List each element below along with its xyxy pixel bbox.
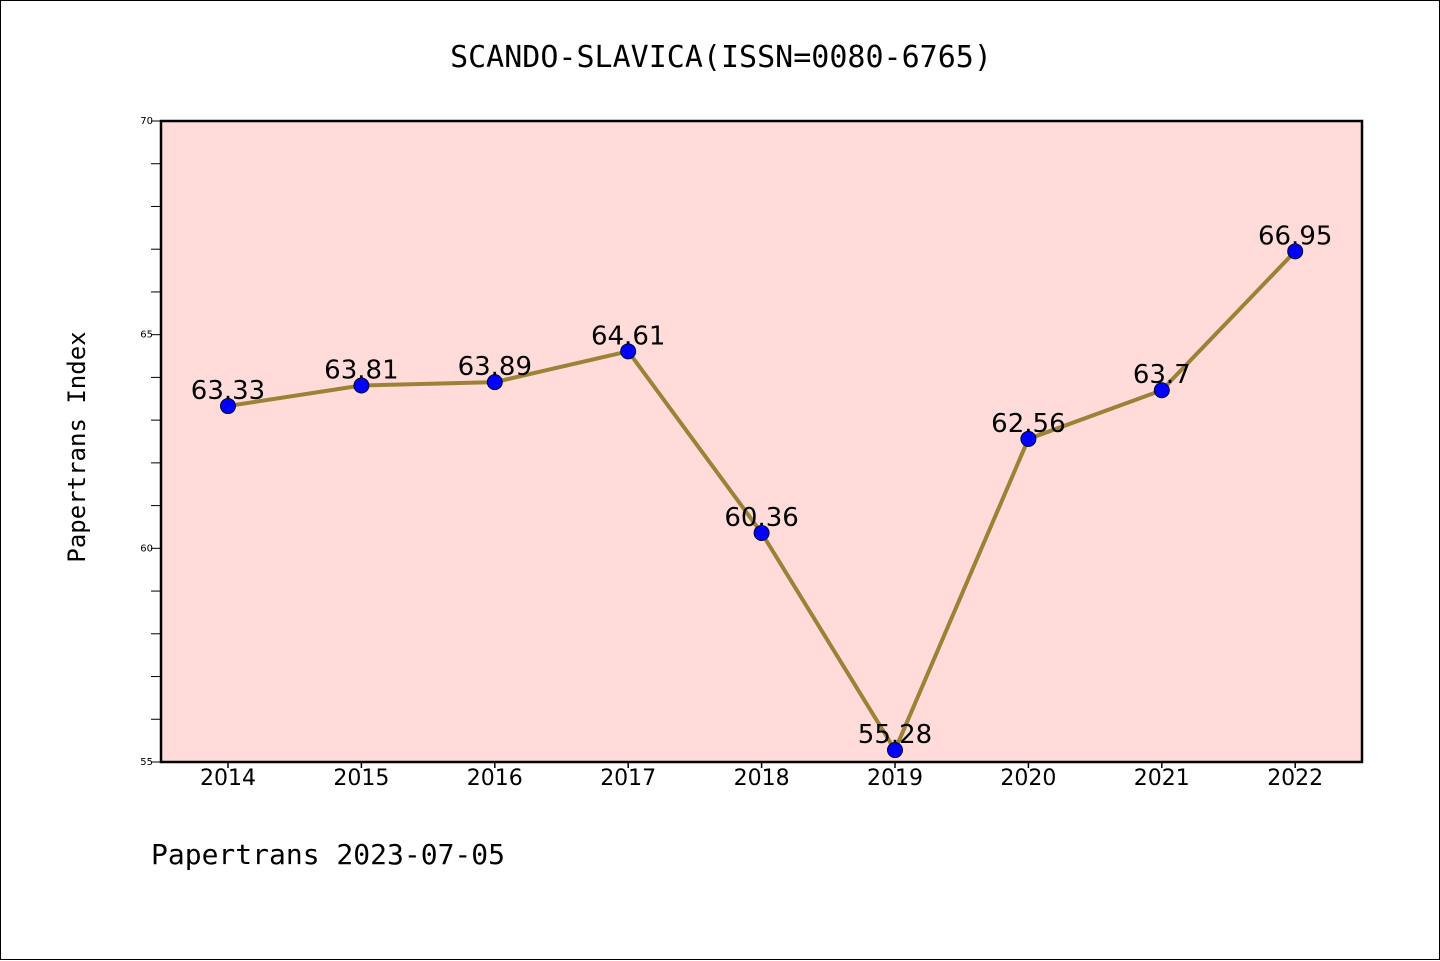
x-tick-label: 2019 [867,766,923,791]
data-label: 63.7 [1133,360,1191,390]
y-axis: 55 60 65 70 [140,116,161,768]
footer-date: Papertrans 2023-07-05 [151,838,505,871]
data-point [353,377,370,394]
data-point [887,742,903,759]
data-label: 66.95 [1258,221,1332,251]
data-point [620,343,637,360]
data-markers [220,243,1304,759]
plot-border [159,119,1364,764]
chart-title: SCANDO-SLAVICA(ISSN=0080-6765) [450,40,992,75]
data-point [220,398,236,415]
x-tick-label: 2015 [333,766,389,791]
data-point [486,374,503,391]
data-label: 63.33 [191,376,265,406]
x-tick-label: 2016 [467,766,523,791]
y-tick-label: 55 [140,757,153,768]
x-tick-label: 2022 [1267,766,1323,791]
data-label: 63.81 [324,356,398,386]
data-label: 64.61 [591,321,665,351]
x-tick-label: 2018 [734,766,790,791]
y-axis-label: Papertrans Index [63,331,91,562]
x-tick-label: 2020 [1000,766,1056,791]
data-labels: 63.33 63.81 63.89 64.61 60.36 55.28 62.56 63.7 6… [191,221,1333,750]
x-axis: 2014 2015 2016 2017 2018 2019 2020 2021 2022 [200,762,1323,791]
data-point [1020,430,1037,447]
data-label: 62.56 [991,409,1065,439]
y-tick-label: 60 [140,543,153,554]
x-tick-label: 2014 [200,766,256,791]
plot-area [161,121,1362,762]
data-label: 60.36 [724,503,798,533]
y-tick-label: 70 [140,116,153,127]
data-point [1287,243,1304,260]
x-tick-label: 2017 [600,766,656,791]
x-tick-label: 2021 [1134,766,1190,791]
data-point [753,524,770,541]
y-tick-label: 65 [140,330,153,341]
data-label: 63.89 [458,352,532,382]
data-point [1153,382,1170,399]
data-label: 55.28 [858,720,932,750]
